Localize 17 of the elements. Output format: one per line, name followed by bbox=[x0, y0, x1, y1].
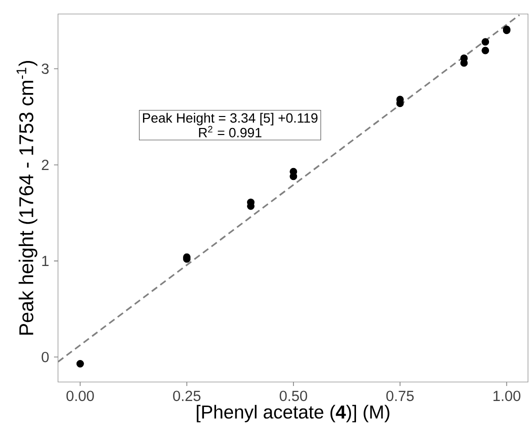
y-tick-label: 0 bbox=[42, 352, 49, 362]
x-tick-label: 0.00 bbox=[66, 390, 94, 402]
y-tick-label: 3 bbox=[42, 64, 49, 74]
x-tick-label: 0.25 bbox=[173, 390, 200, 402]
x-tick-label: 1.00 bbox=[494, 390, 520, 402]
annotation: Peak Height = 3.34 [5] +0.119 bbox=[143, 112, 318, 126]
y-tick-label: 2 bbox=[42, 160, 49, 170]
annotation: R$^{2}$ = 0.991 bbox=[199, 126, 262, 138]
point bbox=[482, 38, 490, 46]
point bbox=[76, 360, 84, 368]
y-axis-title: Peak height (1764 - 1753 cm$^{-1}$) bbox=[16, 60, 38, 335]
x-axis-title: [Phenyl acetate (4)] (M) bbox=[196, 404, 390, 422]
point bbox=[460, 54, 468, 62]
point bbox=[482, 46, 490, 54]
x-tick-label: 0.75 bbox=[386, 390, 414, 402]
y-tick-label: 1 bbox=[42, 256, 49, 266]
x-tick-label: 0.50 bbox=[280, 390, 308, 402]
